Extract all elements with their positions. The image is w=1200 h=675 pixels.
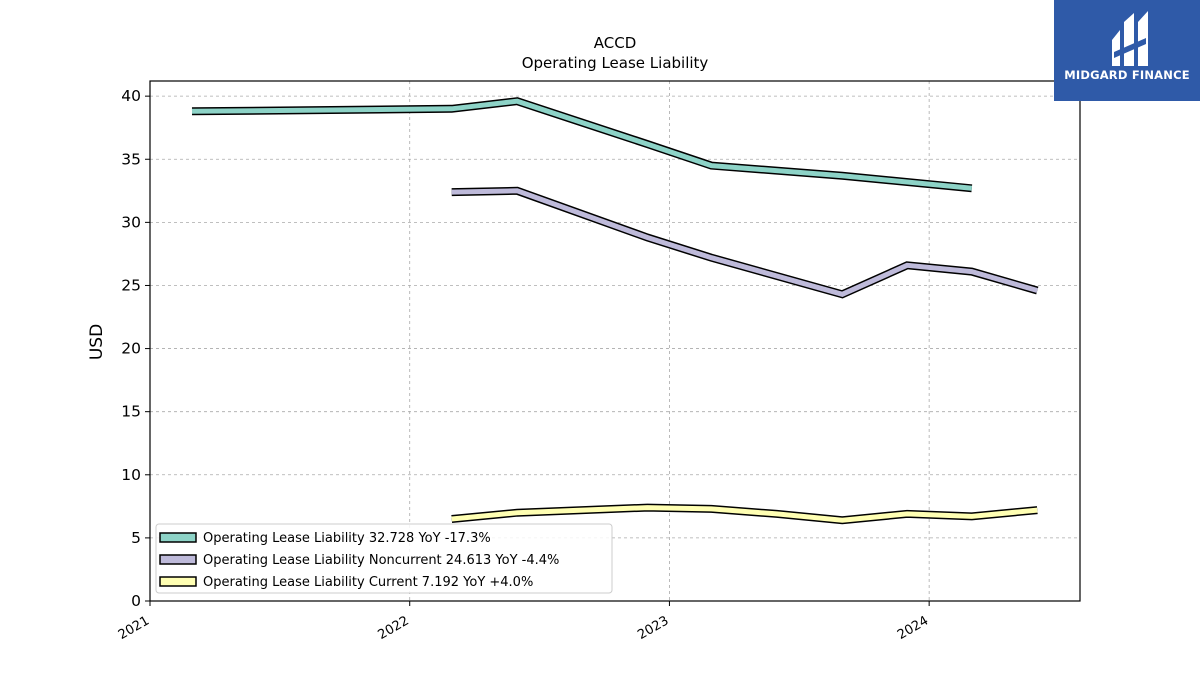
x-tick-label: 2022 — [376, 613, 412, 643]
legend-swatch-1 — [159, 554, 197, 565]
x-tick-label: 2023 — [635, 613, 671, 643]
chart-subtitle: Operating Lease Liability — [522, 54, 709, 72]
y-tick-label: 10 — [121, 466, 141, 484]
legend-swatch-2 — [159, 576, 197, 587]
y-tick-label: 15 — [121, 403, 141, 421]
y-tick-label: 35 — [121, 150, 141, 168]
x-tick-label: 2024 — [895, 613, 931, 643]
series-outline-1 — [451, 186, 1039, 299]
legend-swatch-0 — [159, 532, 197, 543]
series-line-2 — [451, 505, 1038, 523]
legend-label-2: Operating Lease Liability Current 7.192 … — [203, 575, 533, 590]
series-line-0 — [191, 98, 973, 191]
y-tick-label: 40 — [121, 87, 141, 105]
legend-box — [155, 523, 613, 594]
y-tick-label: 5 — [131, 529, 141, 547]
y-tick-label: 25 — [121, 276, 141, 294]
grid — [150, 81, 1080, 601]
x-tick-label: 2021 — [116, 613, 152, 643]
legend-label-1: Operating Lease Liability Noncurrent 24.… — [203, 553, 559, 568]
legend-label-0: Operating Lease Liability 32.728 YoY -17… — [203, 531, 491, 546]
brand-name: MIDGARD FINANCE — [1064, 68, 1190, 82]
brand-mark-icon — [1112, 11, 1148, 66]
series-line-1 — [451, 188, 1038, 297]
y-axis-label: USD — [87, 324, 107, 360]
legend: Operating Lease Liability 32.728 YoY -17… — [155, 523, 613, 594]
chart-title: ACCD — [594, 34, 637, 52]
series-lines — [191, 97, 1039, 525]
y-tick-label: 30 — [121, 213, 141, 231]
y-tick-label: 20 — [121, 340, 141, 358]
plot-frame — [149, 80, 1081, 602]
brand-logo: MIDGARD FINANCE — [1054, 0, 1200, 101]
y-tick-label: 0 — [131, 592, 141, 610]
